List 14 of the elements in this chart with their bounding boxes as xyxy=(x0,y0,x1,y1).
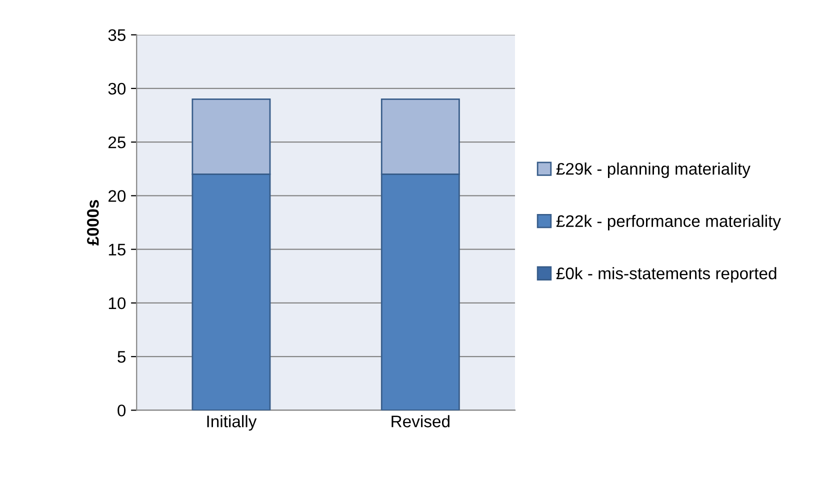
y-axis-title: £000s xyxy=(87,200,99,246)
y-tick-label: 10 xyxy=(108,297,126,310)
legend-label: £0k - mis-statements reported xyxy=(556,267,776,283)
y-tick-label: 30 xyxy=(108,82,126,95)
y-tick-label: 20 xyxy=(108,190,126,202)
y-tick-label: 35 xyxy=(108,29,126,42)
y-tick-label: 15 xyxy=(108,244,126,256)
x-tick-label: Revised xyxy=(392,415,450,428)
y-tick-label: 0 xyxy=(118,404,126,416)
legend-label: £29k - planning materiality xyxy=(556,162,750,178)
y-tick-label: 5 xyxy=(118,351,126,363)
y-tick-label: 25 xyxy=(108,136,126,148)
x-tick-label: Initially xyxy=(207,415,257,431)
legend-label: £22k - performance materiality xyxy=(556,214,781,230)
